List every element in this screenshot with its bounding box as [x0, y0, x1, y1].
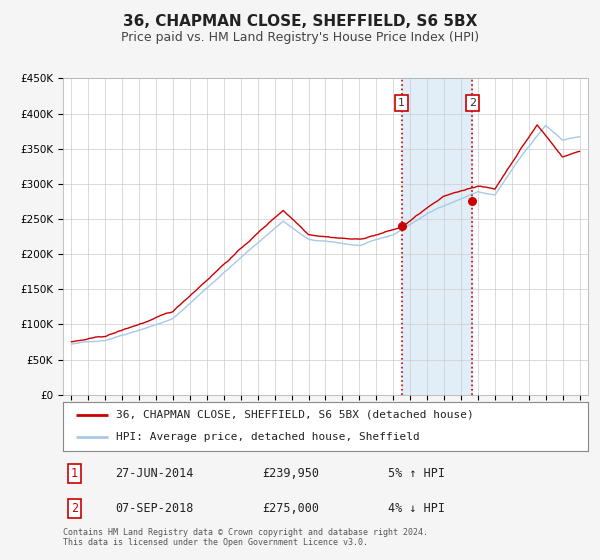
Text: 07-SEP-2018: 07-SEP-2018 [115, 502, 194, 515]
Text: 1: 1 [398, 98, 405, 108]
Text: 36, CHAPMAN CLOSE, SHEFFIELD, S6 5BX (detached house): 36, CHAPMAN CLOSE, SHEFFIELD, S6 5BX (de… [115, 410, 473, 420]
Text: Price paid vs. HM Land Registry's House Price Index (HPI): Price paid vs. HM Land Registry's House … [121, 31, 479, 44]
Text: 5% ↑ HPI: 5% ↑ HPI [389, 466, 445, 480]
Point [397, 222, 407, 231]
Text: 1: 1 [71, 466, 78, 480]
Text: 27-JUN-2014: 27-JUN-2014 [115, 466, 194, 480]
Text: 4% ↓ HPI: 4% ↓ HPI [389, 502, 445, 515]
Text: 2: 2 [71, 502, 78, 515]
Text: 2: 2 [469, 98, 476, 108]
Text: £239,950: £239,950 [263, 466, 320, 480]
Text: 36, CHAPMAN CLOSE, SHEFFIELD, S6 5BX: 36, CHAPMAN CLOSE, SHEFFIELD, S6 5BX [123, 14, 477, 29]
Text: HPI: Average price, detached house, Sheffield: HPI: Average price, detached house, Shef… [115, 432, 419, 442]
Point [467, 197, 477, 206]
Text: £275,000: £275,000 [263, 502, 320, 515]
Bar [402, 78, 472, 395]
Text: Contains HM Land Registry data © Crown copyright and database right 2024.
This d: Contains HM Land Registry data © Crown c… [63, 528, 428, 547]
